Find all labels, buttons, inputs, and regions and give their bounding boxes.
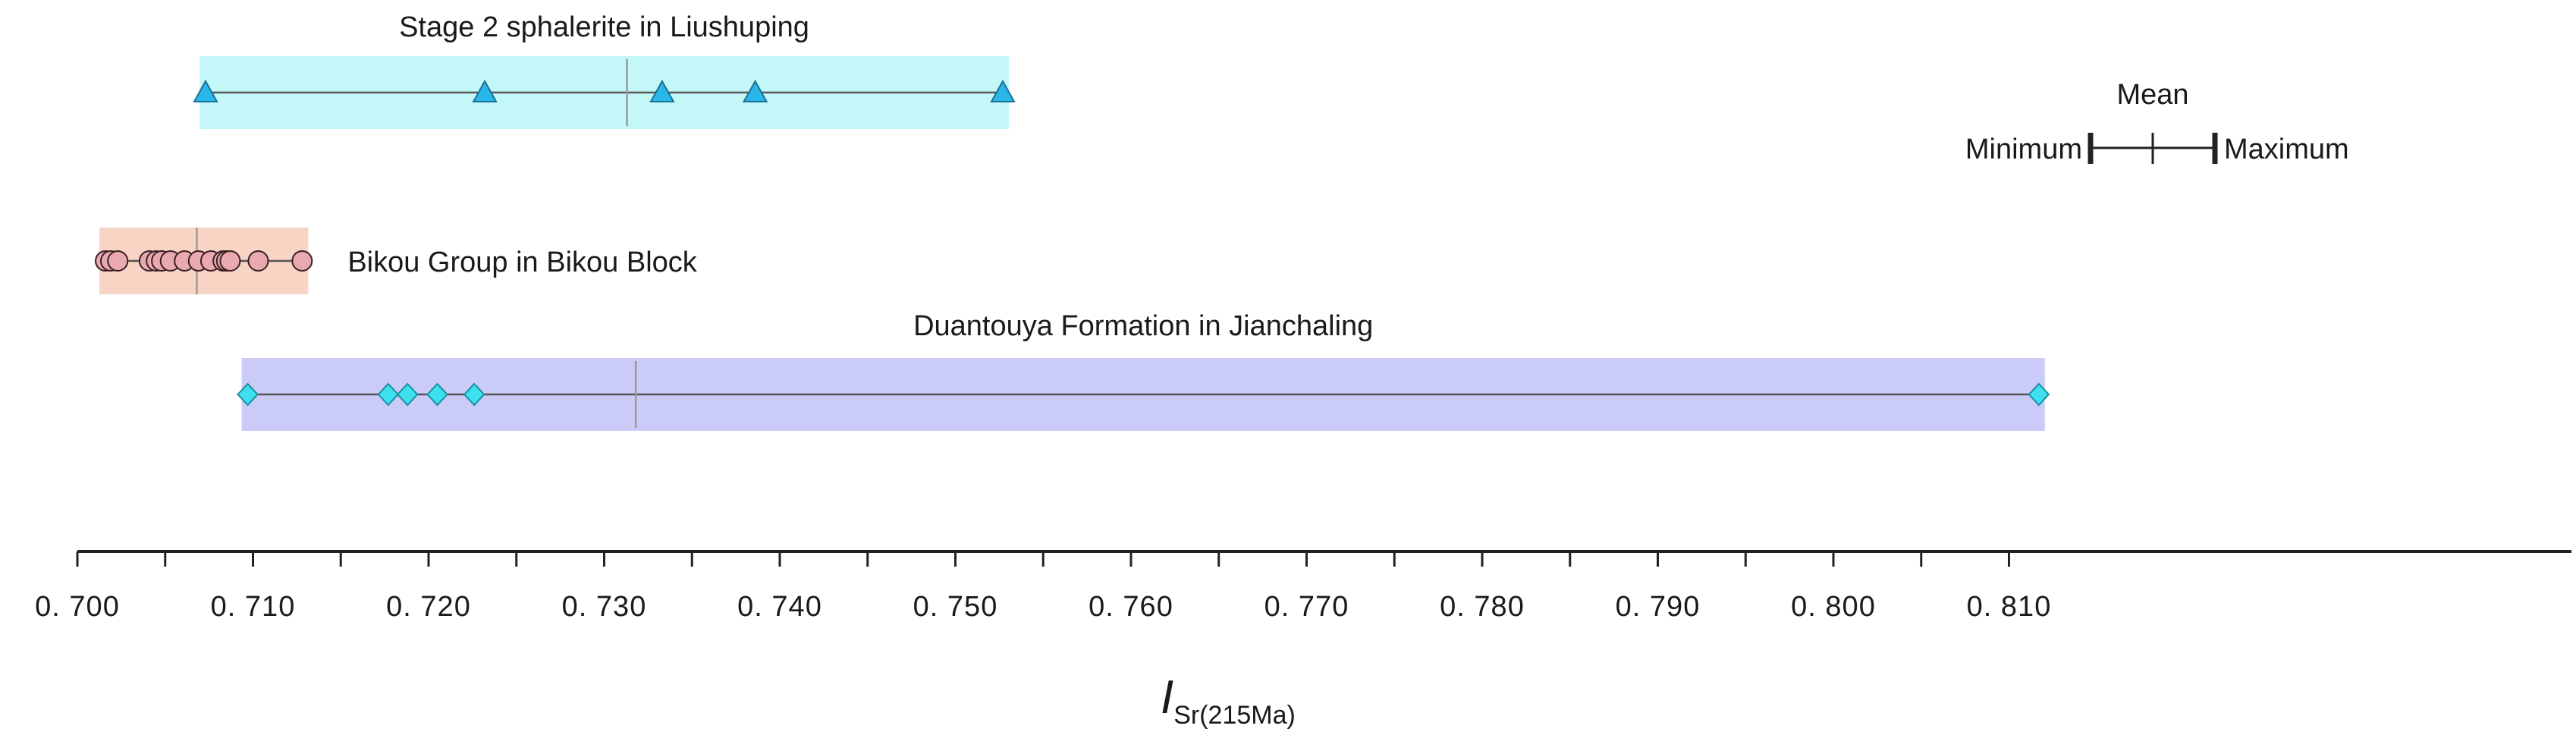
x-tick-label: 0. 790 — [1616, 591, 1701, 623]
x-tick-label: 0. 780 — [1440, 591, 1525, 623]
data-point-triangle — [990, 79, 1016, 102]
data-point-diamond — [396, 382, 419, 407]
x-tick-label: 0. 700 — [35, 591, 120, 623]
data-point-diamond — [237, 382, 259, 407]
x-tick-label: 0. 770 — [1264, 591, 1349, 623]
legend-mean-label: Mean — [2116, 79, 2188, 111]
x-axis-ticks: 0. 700 0. 710 0. 720 0. 730 0. 740 0. 750 0. 7… — [35, 551, 2052, 623]
x-tick-label: 0. 730 — [562, 591, 647, 623]
data-point-circle — [107, 250, 129, 272]
x-axis-title: ISr(215Ma) — [1161, 671, 1296, 730]
data-point-diamond — [463, 382, 485, 407]
data-point-diamond — [377, 382, 400, 407]
x-axis: 0. 700 0. 710 0. 720 0. 730 0. 740 0. 750 0. 7… — [35, 550, 2571, 623]
data-point-triangle — [193, 79, 218, 102]
group-bands — [99, 56, 2045, 431]
x-tick-label: 0. 740 — [737, 591, 822, 623]
x-tick-label: 0. 760 — [1089, 591, 1173, 623]
group-label-liushuping: Stage 2 sphalerite in Liushuping — [399, 11, 809, 43]
legend-minimum-label: Minimum — [1965, 133, 2082, 165]
data-point-triangle — [742, 79, 768, 102]
x-axis-title-subscript: Sr(215Ma) — [1173, 701, 1296, 730]
group-rows — [95, 59, 2050, 428]
x-tick-label: 0. 720 — [386, 591, 471, 623]
legend-maximum-label: Maximum — [2224, 133, 2349, 165]
data-point-circle — [219, 250, 241, 272]
data-point-circle — [291, 250, 313, 272]
data-point-circle — [247, 250, 269, 272]
x-axis-title-main: I — [1161, 671, 1173, 724]
legend: Mean Minimum Maximum — [1965, 79, 2349, 165]
x-tick-label: 0. 800 — [1791, 591, 1876, 623]
data-point-triangle — [472, 79, 498, 102]
group-label-duantouya: Duantouya Formation in Jianchaling — [913, 310, 1373, 342]
data-point-diamond — [2028, 382, 2050, 407]
data-point-diamond — [426, 382, 448, 407]
x-tick-label: 0. 710 — [211, 591, 296, 623]
data-point-triangle — [649, 79, 675, 102]
x-tick-label: 0. 750 — [913, 591, 998, 623]
x-tick-label: 0. 810 — [1967, 591, 2052, 623]
group-label-bikou: Bikou Group in Bikou Block — [347, 247, 697, 278]
